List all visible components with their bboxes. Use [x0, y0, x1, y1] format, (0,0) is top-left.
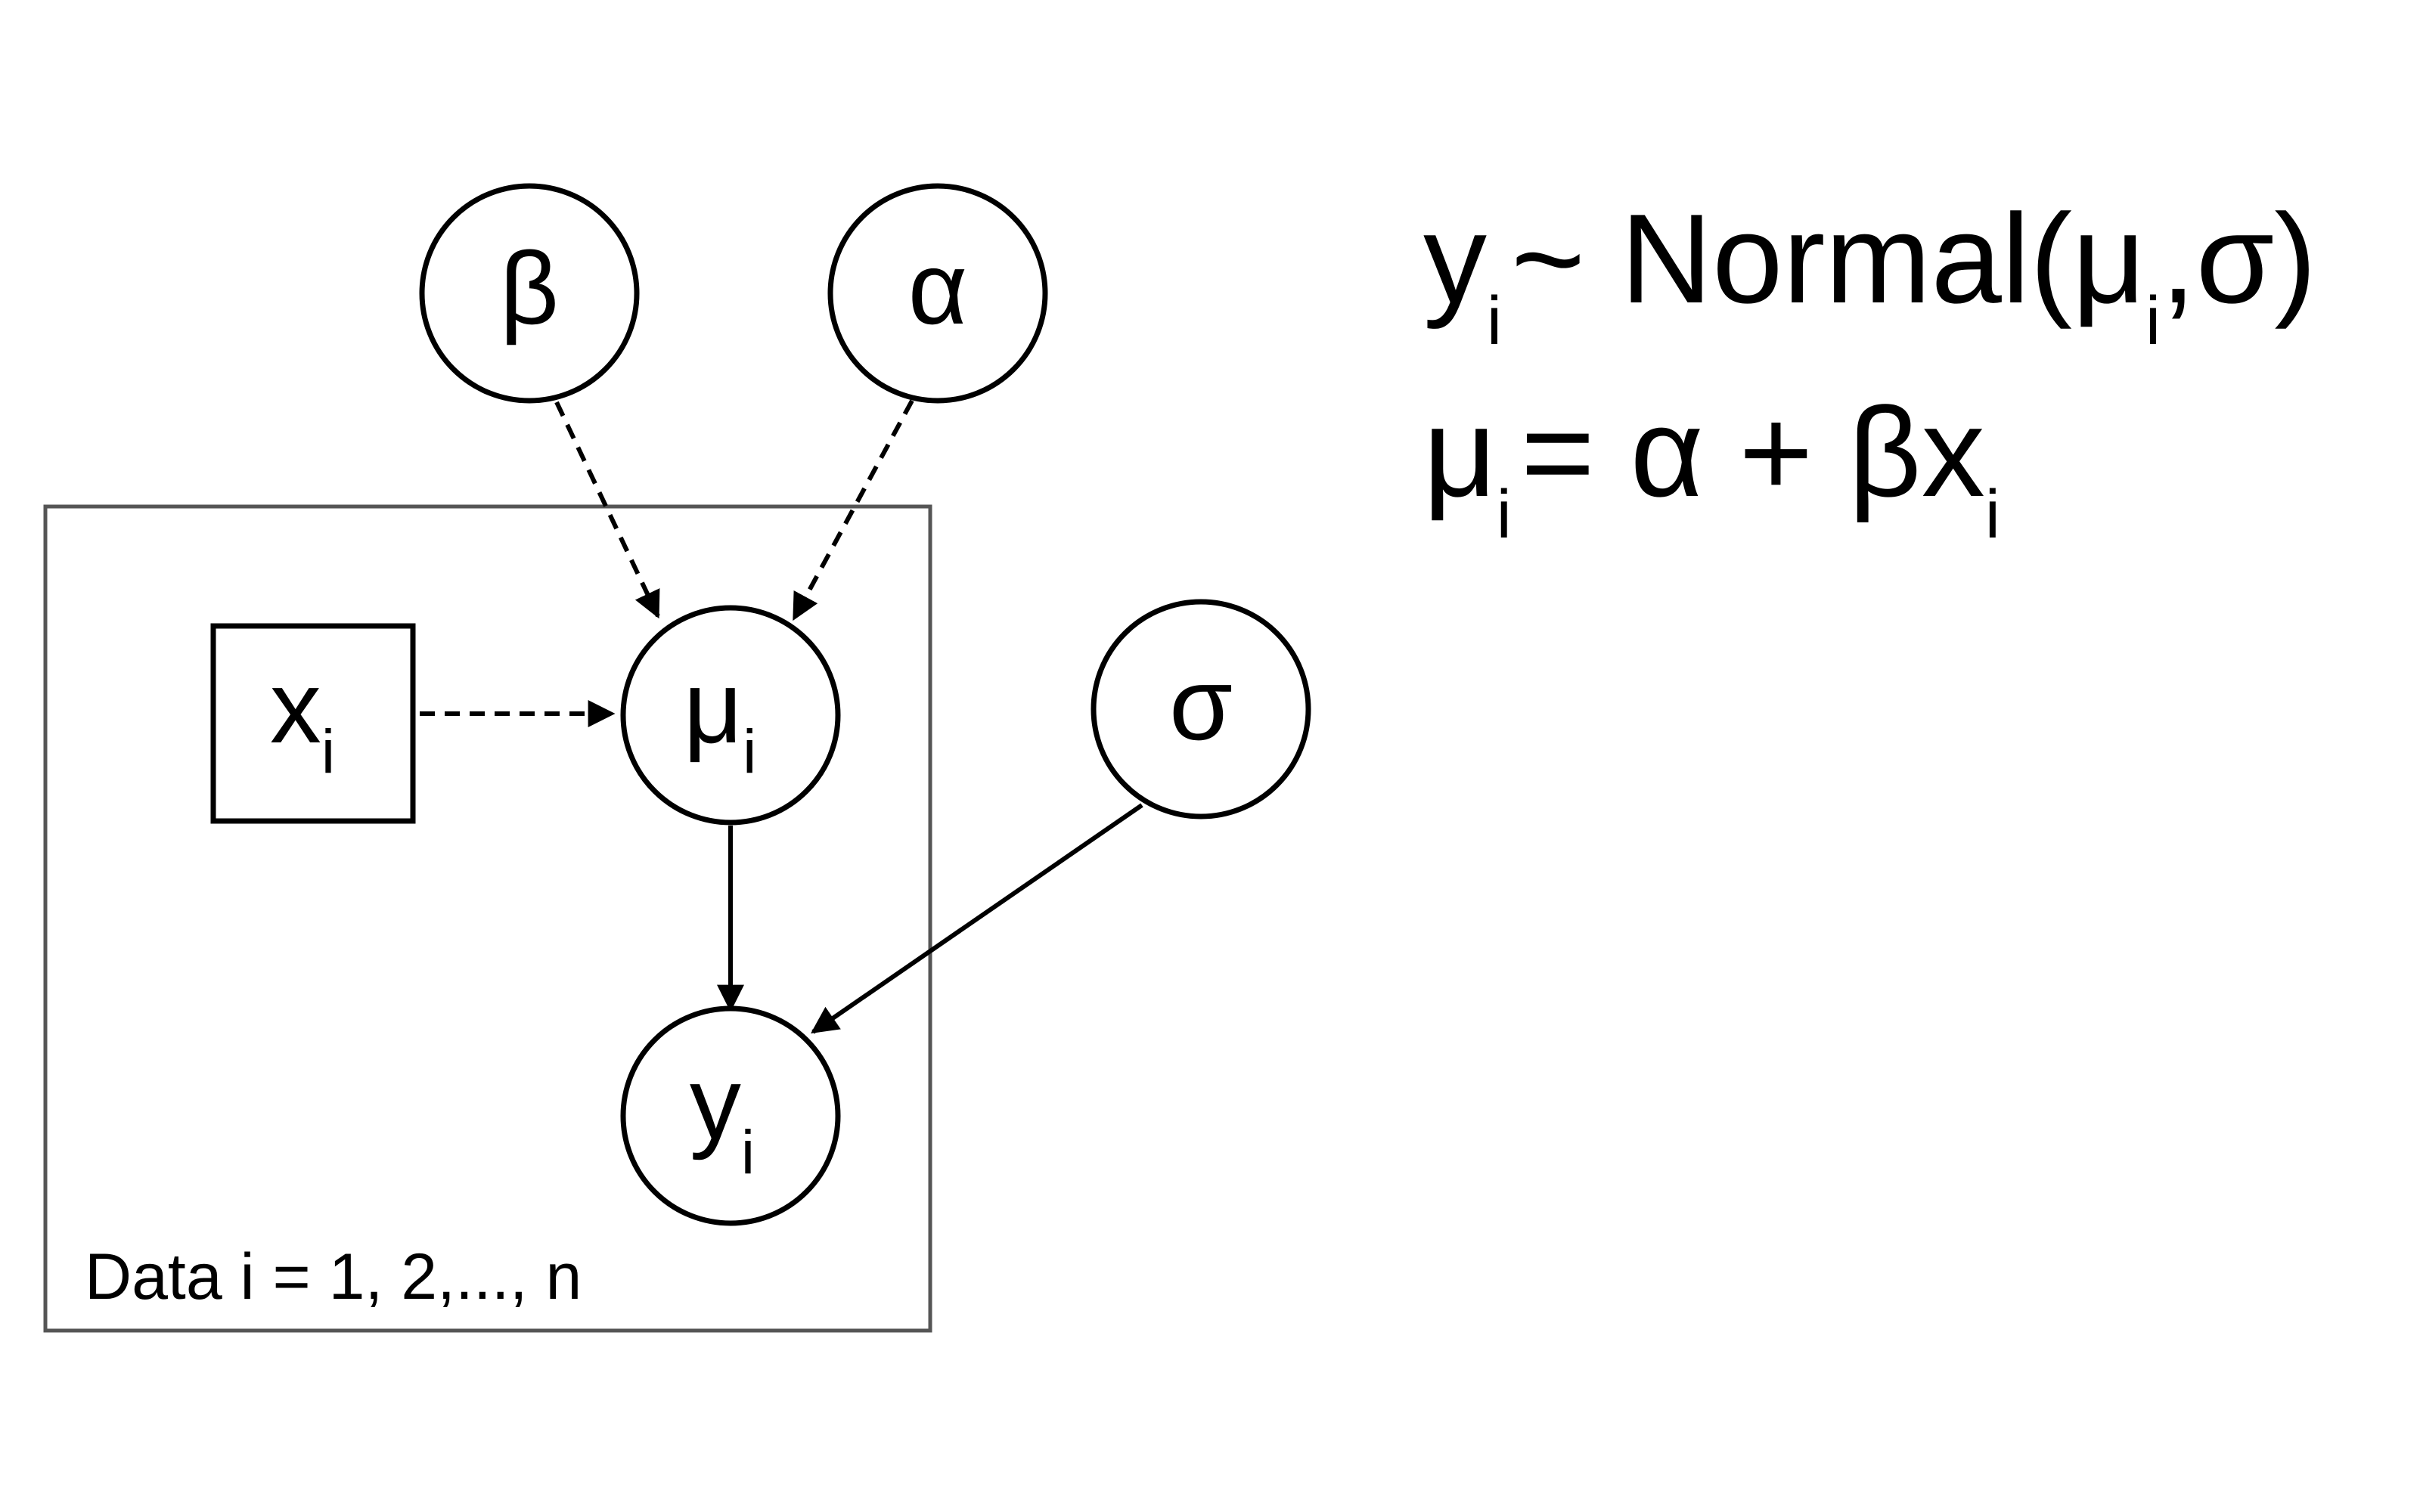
node-y-subscript: i: [741, 1118, 755, 1187]
equation-likelihood: yi~ Normal(μi,σ): [1423, 187, 2316, 359]
plate-label: Data i = 1, 2,..., n: [85, 1241, 582, 1313]
eq1-mid-subscript: i: [2145, 284, 2161, 359]
edge-alpha-to-mu: [792, 399, 914, 621]
node-mu-label: μi: [684, 649, 757, 786]
node-x-subscript: i: [321, 717, 335, 786]
node-mu-symbol: μ: [684, 649, 743, 764]
node-x-symbol: x: [270, 649, 321, 764]
edge-sigma-to-y: [811, 803, 1143, 1034]
node-alpha: α: [827, 183, 1048, 404]
eq2-rhs-subscript: i: [1985, 477, 2000, 553]
node-mu: μi: [620, 605, 841, 826]
node-y-circle: [620, 1005, 841, 1226]
node-alpha-symbol: α: [908, 231, 968, 345]
eq1-lhs: y: [1423, 187, 1487, 330]
eq1-lhs-subscript: i: [1487, 284, 1502, 359]
node-x-box: [210, 623, 416, 824]
node-sigma-circle: [1091, 599, 1311, 820]
node-y-symbol: y: [690, 1046, 741, 1160]
node-y: yi: [620, 1005, 841, 1226]
node-y-label: yi: [690, 1046, 755, 1187]
eq1-relation: ~ Normal(μ: [1511, 187, 2145, 330]
equation-mean: μi= α + βxi: [1423, 381, 2000, 553]
node-beta: β: [419, 183, 640, 404]
eq2-rhs: = α + βx: [1521, 381, 1985, 523]
edge-beta-to-mu: [554, 401, 660, 619]
node-mu-circle: [620, 605, 841, 826]
node-x-label: xi: [270, 649, 335, 786]
node-mu-subscript: i: [743, 717, 756, 786]
eq2-lhs-subscript: i: [1497, 477, 1512, 553]
node-x: xi: [210, 623, 416, 824]
node-sigma: σ: [1091, 599, 1311, 820]
node-sigma-symbol: σ: [1169, 646, 1233, 761]
eq2-lhs: μ: [1423, 381, 1497, 523]
eq1-rest: ,σ): [2161, 187, 2316, 330]
node-beta-symbol: β: [500, 231, 559, 345]
data-plate: [43, 504, 932, 1333]
node-beta-circle: [419, 183, 640, 404]
node-alpha-circle: [827, 183, 1048, 404]
